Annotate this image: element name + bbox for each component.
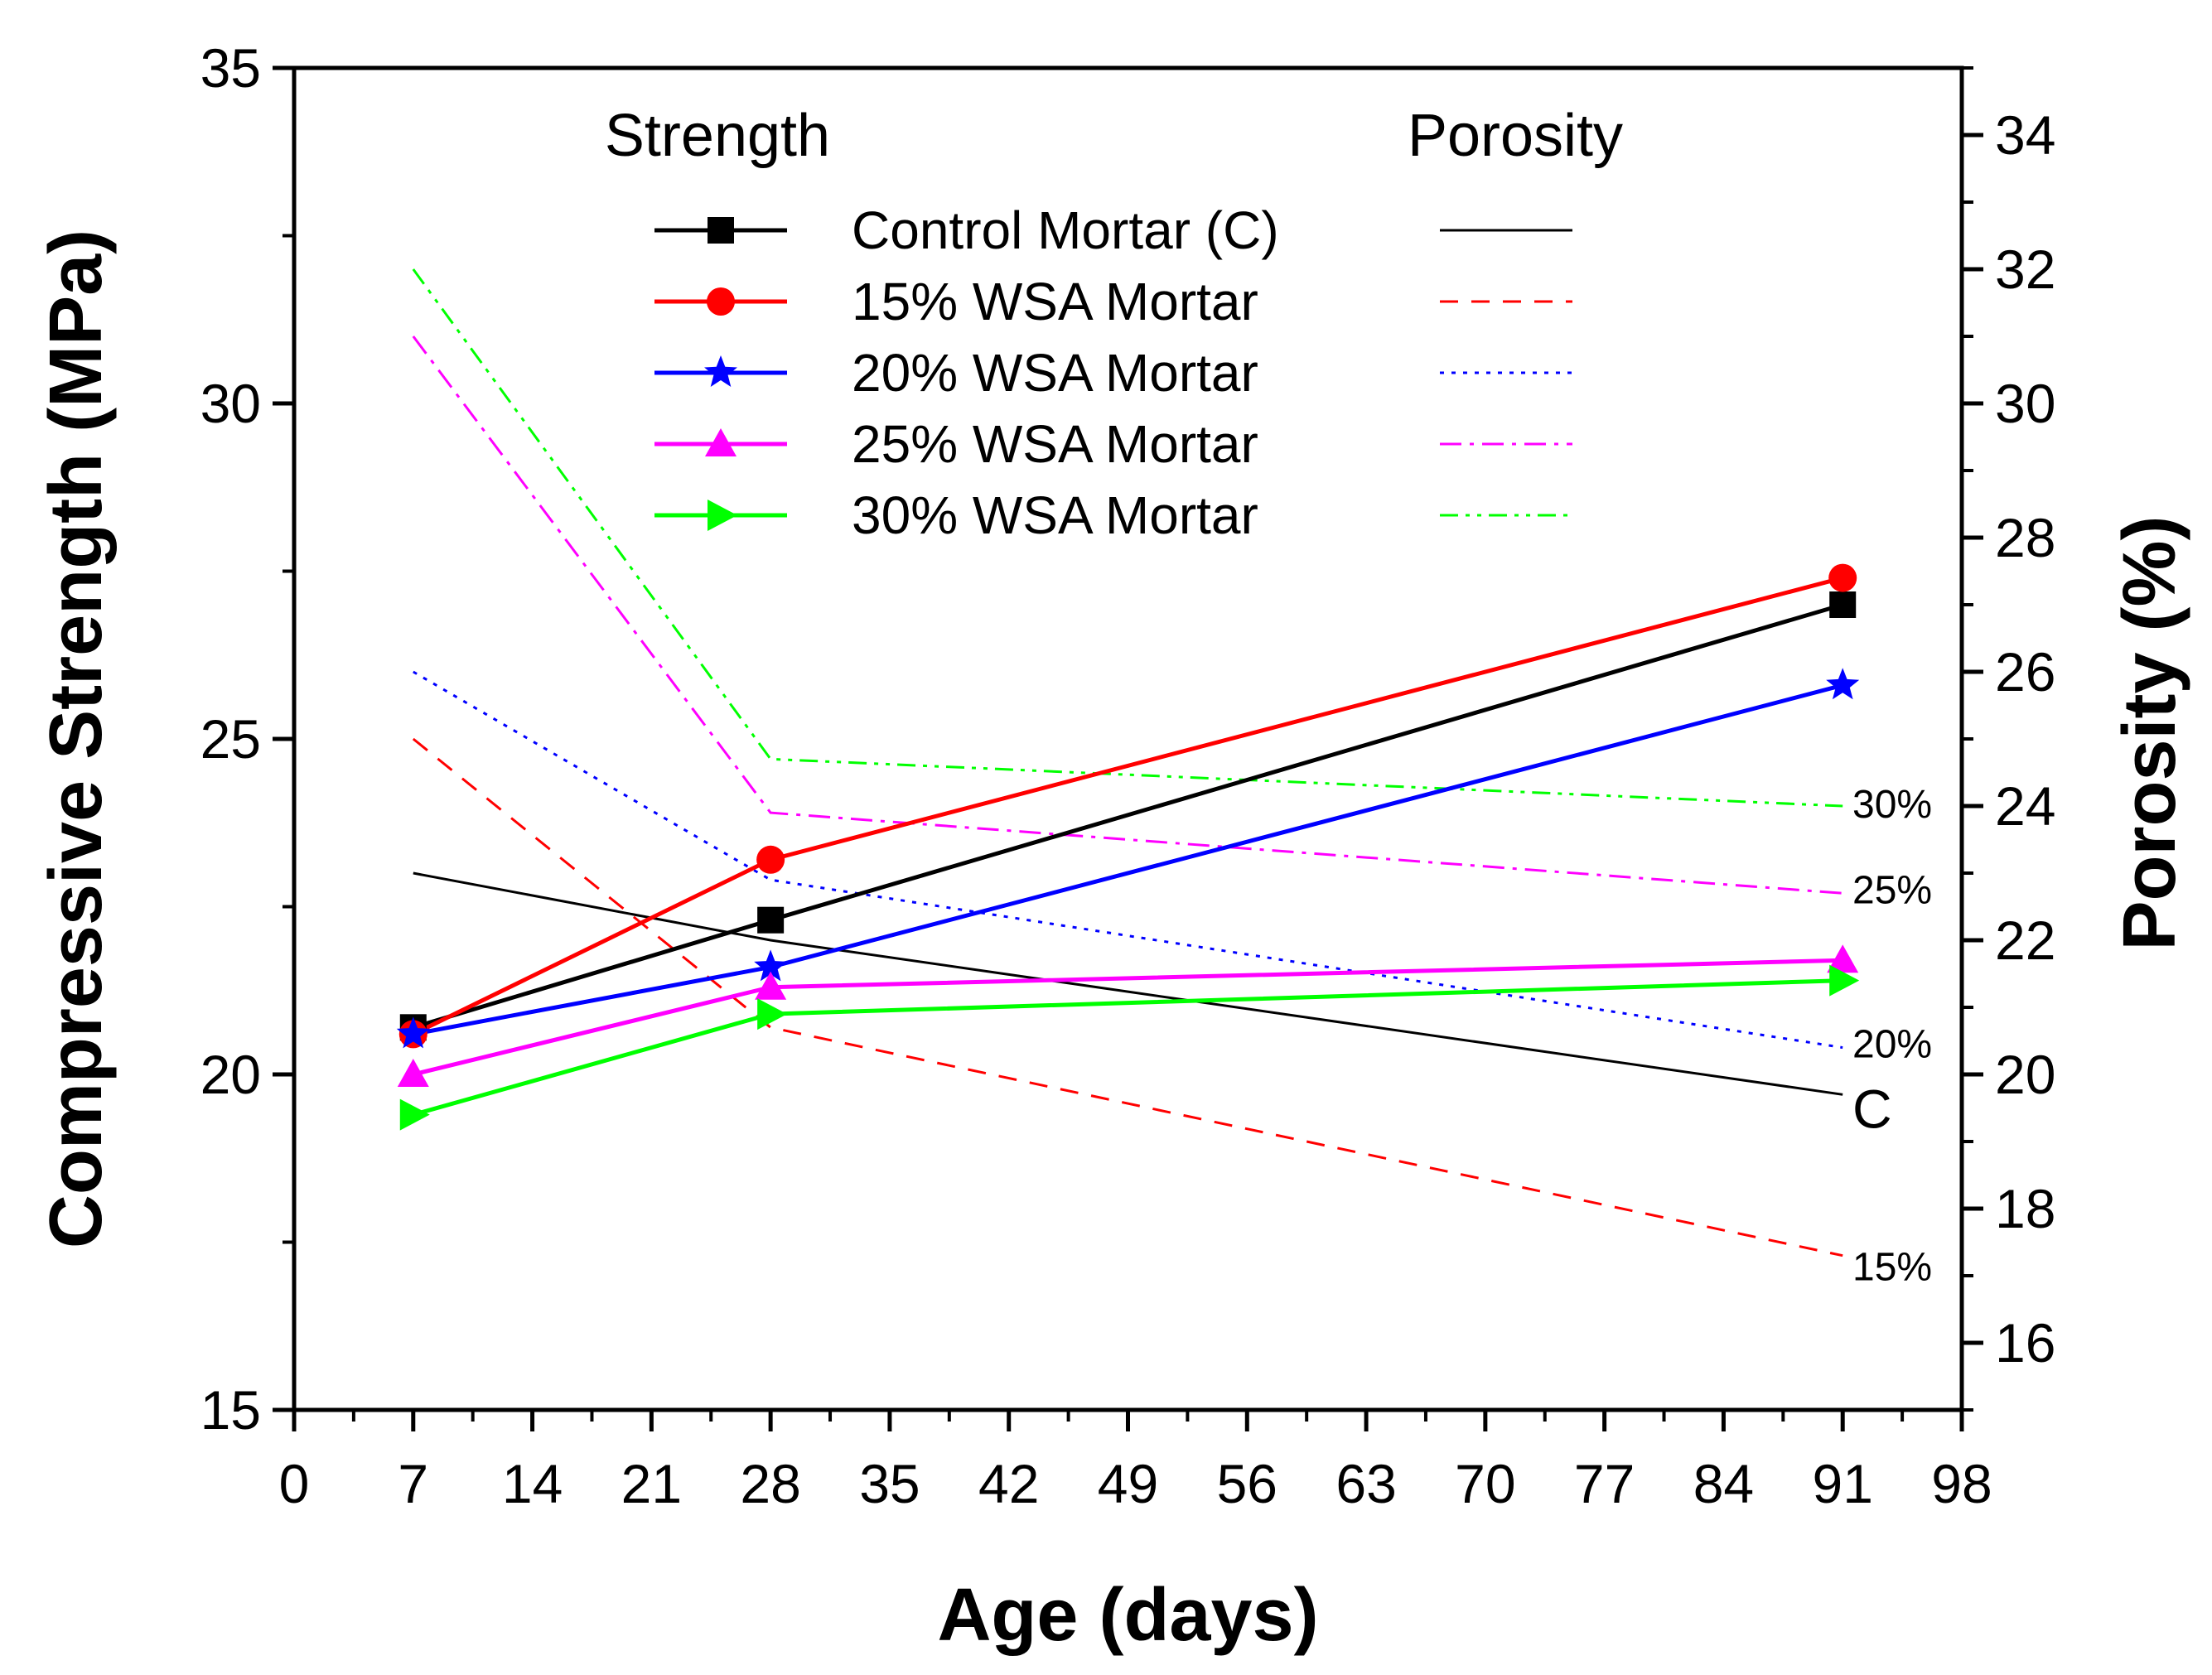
y2-tick-label: 32 — [1995, 239, 2055, 300]
x-tick-label: 21 — [621, 1453, 682, 1514]
legend-strength-marker — [708, 500, 737, 531]
plot-frame — [292, 65, 1964, 1412]
legend-label: 25% WSA Mortar — [852, 414, 1258, 474]
strength-point-30-wsa-mortar — [399, 1098, 430, 1131]
x-tick-label: 56 — [1217, 1453, 1277, 1514]
legend-label: 15% WSA Mortar — [852, 272, 1258, 331]
porosity-line-control-mortar-c — [413, 871, 1843, 1096]
legend-strength-marker — [705, 428, 737, 456]
x-tick-label: 84 — [1693, 1453, 1754, 1514]
strength-point-15-wsa-mortar — [1828, 563, 1857, 592]
x-tick-label: 70 — [1455, 1453, 1515, 1514]
strength-point-20-wsa-mortar — [1826, 668, 1860, 700]
porosity-line-30-wsa-mortar — [412, 268, 1843, 808]
strength-line-25-wsa-mortar — [413, 958, 1843, 1077]
porosity-line-25-wsa-mortar — [412, 335, 1843, 895]
x-tick-label: 77 — [1574, 1453, 1635, 1514]
x-tick-label: 42 — [978, 1453, 1039, 1514]
y-axis-right: 16 18 20 22 24 26 28 30 32 34 — [1962, 66, 2055, 1412]
legend: Strength Porosity Control Mortar (C) 15% WS… — [605, 103, 1623, 545]
legend-header-porosity: Porosity — [1408, 103, 1623, 169]
x-tick-label: 63 — [1335, 1453, 1396, 1514]
strength-point-25-wsa-mortar — [397, 1059, 429, 1087]
y-tick-label: 35 — [200, 37, 261, 99]
plot-border — [292, 65, 1964, 1412]
x-tick-label: 98 — [1931, 1453, 1992, 1514]
strength-lines — [396, 563, 1860, 1131]
y2-tick-label: 26 — [1995, 641, 2055, 702]
legend-header-strength: Strength — [605, 103, 830, 169]
y2-tick-label: 16 — [1995, 1312, 2055, 1373]
strength-line-20-wsa-mortar — [413, 683, 1843, 1036]
strength-point-30-wsa-mortar — [1829, 964, 1860, 997]
y-tick-label: 15 — [200, 1379, 261, 1441]
y-tick-label: 30 — [200, 373, 261, 434]
strength-point-control-mortar-c — [757, 906, 785, 934]
x-tick-label: 0 — [279, 1453, 310, 1514]
x-axis: 0 7 14 21 28 35 42 49 56 63 70 77 84 91 98 — [279, 1410, 1992, 1514]
x-tick-label: 14 — [502, 1453, 563, 1514]
y-tick-label: 20 — [200, 1044, 261, 1105]
strength-point-20-wsa-mortar — [754, 949, 788, 982]
y2-tick-label: 28 — [1995, 507, 2055, 568]
y2-axis-title: Porosity (%) — [2108, 515, 2191, 950]
strength-point-25-wsa-mortar — [755, 971, 787, 1000]
strength-point-25-wsa-mortar — [1827, 944, 1859, 973]
y2-tick-label: 20 — [1995, 1044, 2055, 1105]
y2-tick-label: 34 — [1995, 104, 2055, 166]
x-axis-title: Age (days) — [937, 1574, 1318, 1657]
y2-tick-label: 18 — [1995, 1178, 2055, 1239]
x-tick-label: 28 — [740, 1453, 800, 1514]
y-axis-left: 15 20 25 30 35 — [200, 37, 294, 1441]
end-label-control: C — [1852, 1078, 1892, 1139]
x-tick-label: 91 — [1813, 1453, 1873, 1514]
x-tick-label: 7 — [398, 1453, 428, 1514]
strength-point-20-wsa-mortar — [396, 1016, 430, 1049]
y2-tick-label: 24 — [1995, 775, 2055, 837]
end-label-25: 25% — [1852, 868, 1932, 912]
legend-label: Control Mortar (C) — [852, 200, 1279, 260]
strength-point-control-mortar-c — [1829, 591, 1857, 618]
y-axis-title: Compressive Strength (MPa) — [35, 229, 118, 1248]
legend-strength-marker — [708, 217, 734, 244]
legend-strength-marker — [707, 287, 735, 316]
x-tick-label: 35 — [859, 1453, 920, 1514]
end-label-20: 20% — [1852, 1023, 1932, 1067]
strength-point-30-wsa-mortar — [757, 998, 788, 1031]
porosity-end-labels: C 15% 20% 25% 30% — [1852, 783, 1932, 1290]
legend-label: 20% WSA Mortar — [852, 343, 1258, 403]
end-label-30: 30% — [1852, 783, 1932, 827]
y2-tick-label: 30 — [1995, 373, 2055, 434]
end-label-15: 15% — [1852, 1246, 1932, 1290]
y2-tick-label: 22 — [1995, 910, 2055, 971]
y-tick-label: 25 — [200, 708, 261, 770]
legend-label: 30% WSA Mortar — [852, 485, 1258, 545]
strength-point-15-wsa-mortar — [756, 845, 785, 874]
strength-line-30-wsa-mortar — [413, 978, 1843, 1117]
x-tick-label: 49 — [1098, 1453, 1158, 1514]
legend-strength-marker — [704, 355, 737, 387]
